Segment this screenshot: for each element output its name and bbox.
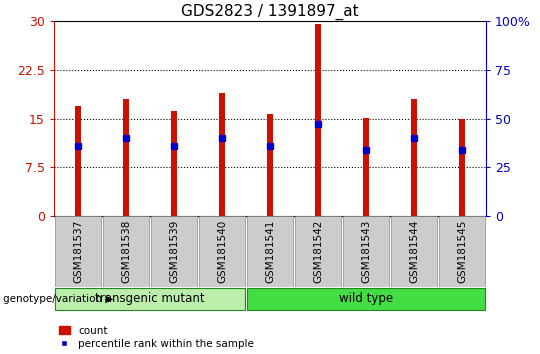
Bar [267,114,273,216]
Bar [56,288,245,310]
Bar [104,216,148,287]
Bar [123,99,129,216]
Bar [295,216,341,287]
Text: genotype/variation ▶: genotype/variation ▶ [3,294,113,304]
Bar [440,216,484,287]
Bar [199,216,245,287]
Text: GSM181542: GSM181542 [313,219,323,283]
Bar [219,93,225,216]
Text: GSM181539: GSM181539 [169,219,179,283]
Text: GSM181543: GSM181543 [361,219,371,283]
Bar [247,216,293,287]
Text: GSM181537: GSM181537 [73,219,83,283]
Bar [392,216,436,287]
Bar [363,118,369,216]
Text: GSM181545: GSM181545 [457,219,467,283]
Bar [411,99,417,216]
Bar [171,111,177,216]
Legend: count, percentile rank within the sample: count, percentile rank within the sample [59,326,254,349]
Bar [459,119,465,216]
Bar [75,105,81,216]
Text: transgenic mutant: transgenic mutant [95,292,205,305]
Bar [343,216,389,287]
Text: GSM181541: GSM181541 [265,219,275,283]
Text: GSM181544: GSM181544 [409,219,419,283]
Text: GSM181538: GSM181538 [121,219,131,283]
Title: GDS2823 / 1391897_at: GDS2823 / 1391897_at [181,4,359,20]
Bar [56,216,100,287]
Text: GSM181540: GSM181540 [217,219,227,283]
Bar [151,216,197,287]
Bar [315,24,321,216]
Text: wild type: wild type [339,292,393,305]
Bar [247,288,484,310]
